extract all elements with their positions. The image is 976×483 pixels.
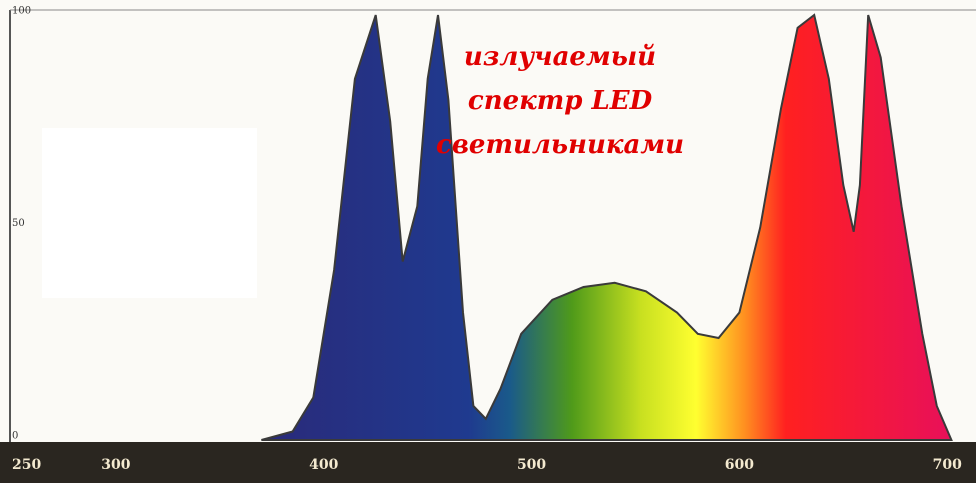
y-tick-label: 100 <box>12 6 31 17</box>
x-tick-label: 400 <box>309 457 338 473</box>
y-tick-label: 0 <box>12 431 18 442</box>
x-axis-band <box>0 442 976 483</box>
annotation: светильниками <box>436 130 684 160</box>
y-tick-label: 50 <box>12 218 25 229</box>
x-tick-label: 700 <box>933 457 962 473</box>
x-tick-label: 600 <box>725 457 754 473</box>
annotation: спектр LED <box>468 86 653 116</box>
annotation: излучаемый <box>464 42 656 72</box>
spectrum-area <box>261 13 953 441</box>
x-tick-label: 500 <box>517 457 546 473</box>
blank-panel <box>42 128 257 298</box>
x-tick-label: 250 <box>12 457 41 473</box>
x-tick-label: 300 <box>101 457 130 473</box>
